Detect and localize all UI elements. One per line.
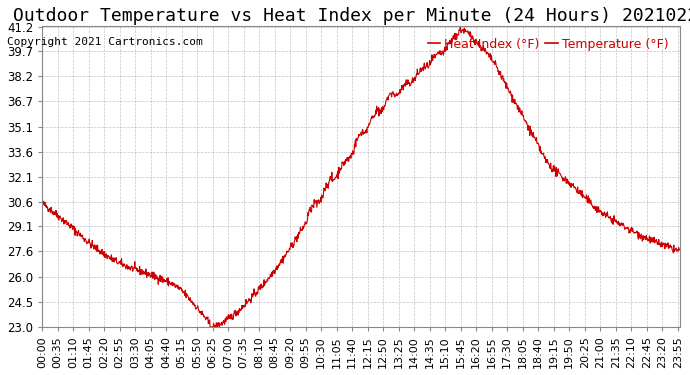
Text: Copyright 2021 Cartronics.com: Copyright 2021 Cartronics.com [7, 37, 203, 47]
Legend: Heat Index (°F), Temperature (°F): Heat Index (°F), Temperature (°F) [422, 33, 673, 56]
Title: Outdoor Temperature vs Heat Index per Minute (24 Hours) 20210225: Outdoor Temperature vs Heat Index per Mi… [13, 7, 690, 25]
